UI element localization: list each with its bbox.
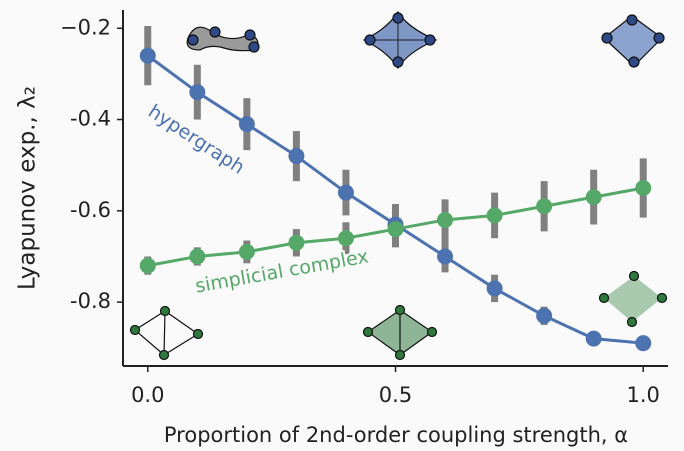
y-tick-label: -0.8 (70, 289, 111, 313)
x-tick-label: 1.0 (627, 383, 660, 407)
data-point (437, 248, 453, 264)
data-point (288, 235, 304, 251)
data-point (437, 212, 453, 228)
data-point (239, 116, 255, 132)
data-point (586, 331, 602, 347)
data-point (635, 180, 651, 196)
y-tick-label: -0.6 (70, 198, 111, 222)
y-tick-label: -0.4 (70, 107, 111, 131)
data-point (487, 207, 503, 223)
y-tick-label: −0.2 (60, 15, 111, 39)
data-point (189, 248, 205, 264)
data-point (635, 335, 651, 351)
x-axis-label: Proportion of 2nd-order coupling strengt… (164, 423, 628, 447)
data-point (140, 48, 156, 64)
data-point (189, 84, 205, 100)
background (0, 0, 684, 451)
data-point (140, 258, 156, 274)
data-point (338, 230, 354, 246)
x-tick-label: 0.0 (131, 383, 164, 407)
data-point (239, 244, 255, 260)
data-point (288, 148, 304, 164)
data-point (487, 280, 503, 296)
data-point (536, 308, 552, 324)
data-point (586, 189, 602, 205)
chart: Proportion of 2nd-order coupling strengt… (0, 0, 684, 451)
data-point (388, 221, 404, 237)
y-axis-label: Lyapunov exp., λ₂ (15, 86, 41, 290)
data-point (338, 185, 354, 201)
x-tick-label: 0.5 (379, 383, 412, 407)
data-point (536, 198, 552, 214)
